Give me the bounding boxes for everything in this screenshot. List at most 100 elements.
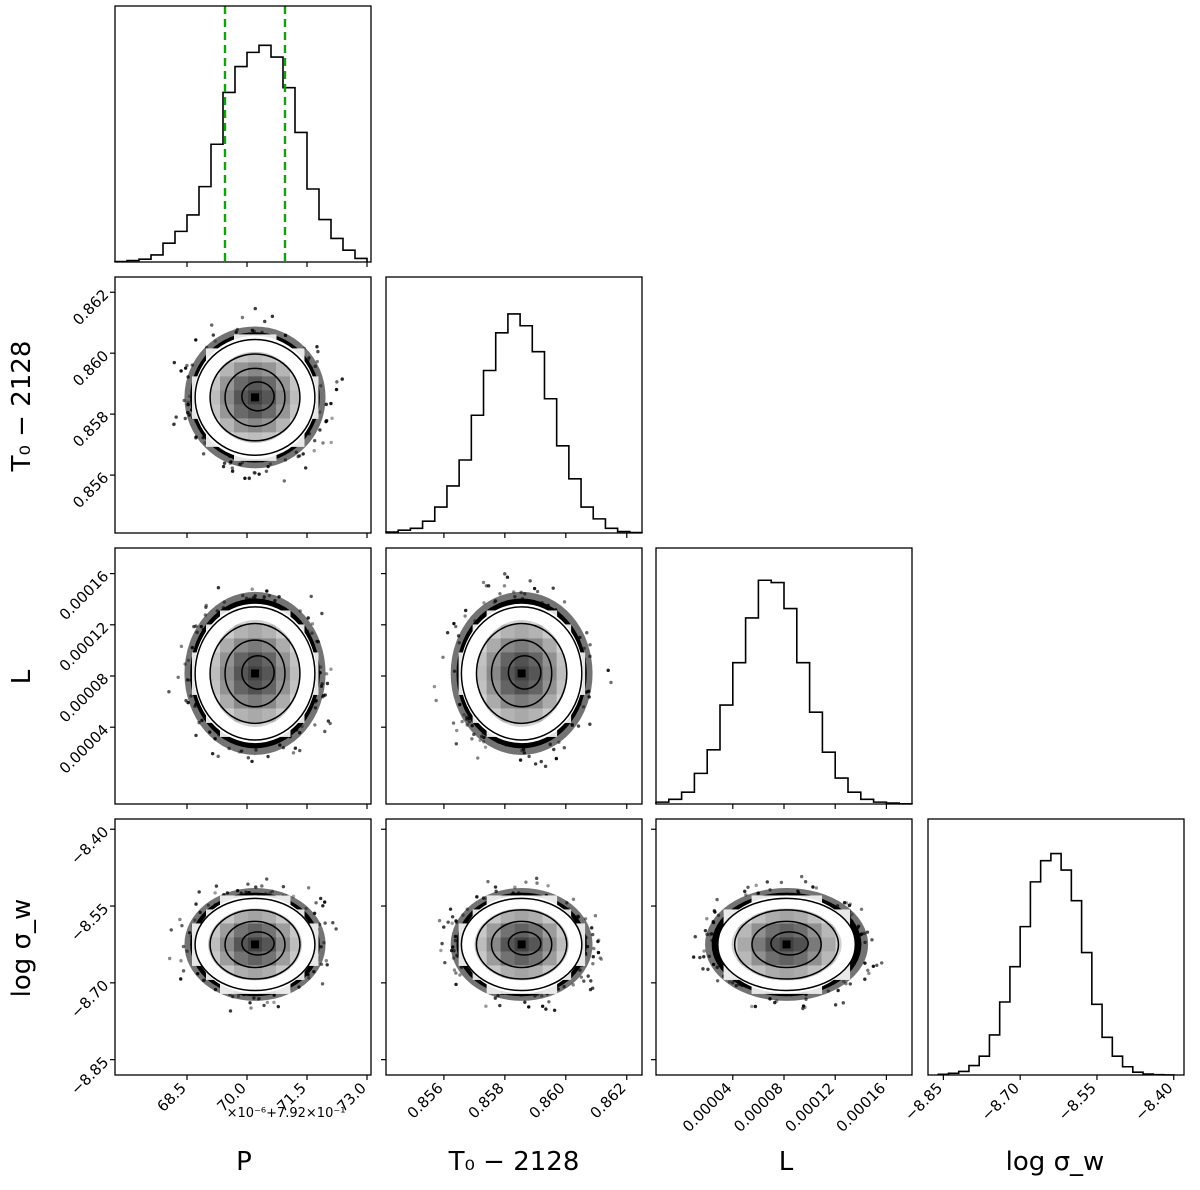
- density-peak: [251, 940, 259, 949]
- ylabel-logsw: log σ_w: [7, 899, 37, 998]
- density-cell: [234, 376, 249, 391]
- density-cell: [276, 418, 291, 433]
- scatter-point: [811, 885, 815, 889]
- density-cell: [262, 694, 277, 709]
- scatter-point: [493, 996, 498, 1000]
- density-cell: [793, 923, 809, 938]
- scatter-point: [458, 973, 462, 977]
- scatter-point: [265, 877, 269, 881]
- scatter-point: [330, 416, 334, 421]
- density-cell: [807, 937, 823, 952]
- density-cell: [262, 638, 277, 653]
- scatter-point: [493, 885, 498, 889]
- scatter-point: [591, 955, 595, 959]
- density-cell: [542, 951, 558, 966]
- density-cell: [514, 638, 530, 653]
- scatter-point: [334, 927, 338, 931]
- scatter-point: [847, 903, 852, 908]
- scatter-panel-T0-logsw-xtick-label-2: 0.860: [526, 1079, 569, 1122]
- contour-1sigma: [490, 920, 553, 969]
- density-cell: [765, 965, 781, 980]
- scatter-point: [498, 592, 502, 596]
- density-cell: [220, 666, 235, 681]
- density-cell: [514, 965, 530, 980]
- scatter-point: [185, 363, 189, 368]
- density-cell: [793, 937, 809, 952]
- density-cell: [234, 694, 249, 709]
- scatter-panel-L-logsw-xtick-label-2: 0.00012: [781, 1079, 838, 1136]
- density-cell: [765, 909, 781, 924]
- scatter-point: [331, 920, 335, 925]
- scatter-point: [281, 884, 286, 889]
- density-cell: [276, 404, 291, 419]
- scatter-point: [293, 746, 298, 750]
- scatter-point: [210, 751, 215, 756]
- density-cell: [821, 951, 837, 966]
- scatter-point: [454, 742, 459, 746]
- scatter-point: [310, 622, 315, 626]
- density-cell: [542, 638, 558, 653]
- scatter-point: [848, 982, 852, 986]
- scatter-point: [842, 900, 847, 905]
- scatter-point: [291, 751, 296, 755]
- scatter-point: [179, 644, 184, 649]
- scatter-panel-P-logsw: 68.5 70.0 71.5 73.0−8.85−8.70−8.55−8.40: [67, 818, 372, 1115]
- scatter-point: [596, 950, 601, 955]
- density-cell: [486, 937, 502, 952]
- density-cell: [276, 652, 291, 667]
- density-peak: [517, 940, 526, 949]
- scatter-point: [552, 747, 556, 752]
- scatter-point: [703, 928, 708, 933]
- density-cell: [514, 694, 530, 709]
- scatter-point: [213, 891, 217, 895]
- density-cell: [248, 965, 263, 980]
- scatter-point: [178, 917, 182, 922]
- scatter-point: [863, 977, 867, 981]
- scatter-panel-P-L-ytick-label-2: 0.00012: [56, 618, 113, 675]
- scatter-point: [527, 1005, 531, 1009]
- scatter-point: [329, 667, 333, 671]
- density-cell: [528, 680, 544, 695]
- scatter-point: [214, 884, 219, 888]
- contour-1.5sigma: [475, 909, 568, 980]
- scatter-point: [544, 1007, 548, 1011]
- scatter-point: [257, 472, 261, 476]
- density-cell: [234, 404, 249, 419]
- scatter-point: [547, 1000, 551, 1004]
- contour-0.5sigma: [241, 381, 275, 412]
- ylabel-L: L: [7, 669, 37, 684]
- density-cell: [248, 680, 263, 695]
- contour-1.5sigma: [209, 353, 301, 442]
- scatter-point: [539, 759, 543, 764]
- contour-0.5sigma: [507, 655, 542, 690]
- scatter-point: [596, 939, 600, 944]
- scatter-point: [454, 971, 458, 975]
- density-cell: [737, 937, 753, 952]
- scatter-point: [323, 729, 327, 734]
- scatter-point: [329, 440, 333, 445]
- density-cell: [262, 404, 277, 419]
- density-cell: [514, 708, 530, 723]
- scatter-point: [325, 681, 330, 686]
- scatter-point: [282, 479, 287, 483]
- density-peak: [251, 669, 259, 678]
- scatter-point: [450, 915, 455, 919]
- scatter-point: [591, 961, 595, 966]
- scatter-point: [528, 579, 532, 583]
- scatter-point: [335, 380, 339, 384]
- scatter-panel-P-logsw-ytick-label-1: −8.70: [67, 976, 112, 1021]
- density-cell: [248, 362, 263, 377]
- density-cell: [779, 923, 795, 938]
- contour-0.5sigma: [241, 931, 275, 956]
- contour-1sigma: [490, 639, 553, 708]
- density-cell: [821, 937, 837, 952]
- density-cell: [500, 951, 516, 966]
- scatter-point: [498, 1003, 502, 1008]
- density-cell: [276, 951, 291, 966]
- scatter-point: [172, 422, 176, 426]
- scatter-point: [540, 1004, 545, 1008]
- scatter-point: [546, 884, 550, 888]
- scatter-point: [486, 879, 490, 884]
- scatter-point: [593, 914, 598, 918]
- scatter-point: [315, 345, 319, 349]
